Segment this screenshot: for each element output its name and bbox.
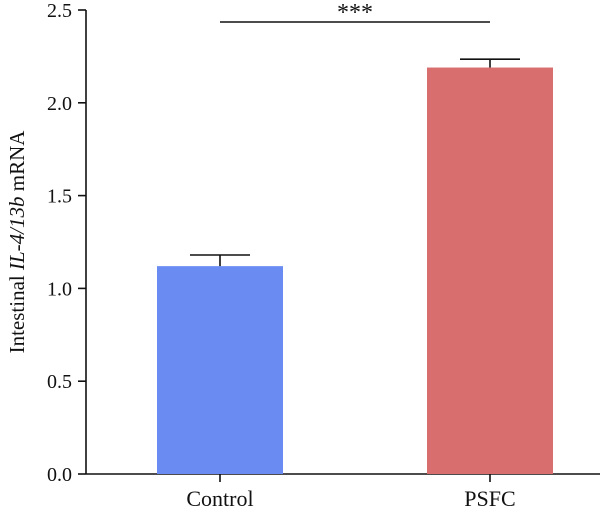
y-axis-title: Intestinal IL-4/13b mRNA <box>5 130 29 354</box>
y-tick-label: 2.0 <box>47 93 72 115</box>
bar-psfc <box>427 67 553 474</box>
y-tick-label: 0.0 <box>47 464 72 486</box>
y-axis-title-part: IL-4/13b <box>5 197 29 272</box>
y-tick-label: 1.0 <box>47 278 72 300</box>
y-axis-title-part: mRNA <box>5 130 29 197</box>
bars <box>157 58 553 474</box>
y-tick-label: 0.5 <box>47 371 72 393</box>
y-tick-label: 2.5 <box>47 0 72 22</box>
bar-control <box>157 266 283 474</box>
significance-label: *** <box>337 0 373 26</box>
x-tick-label: Control <box>186 486 253 511</box>
y-tick-label: 1.5 <box>47 186 72 208</box>
labels: 0.0 0.5 1.0 1.5 2.0 2.5 Control PSFC *** Intestin… <box>5 0 516 511</box>
x-tick-label: PSFC <box>464 486 515 511</box>
y-axis-title-part: Intestinal <box>5 270 29 353</box>
